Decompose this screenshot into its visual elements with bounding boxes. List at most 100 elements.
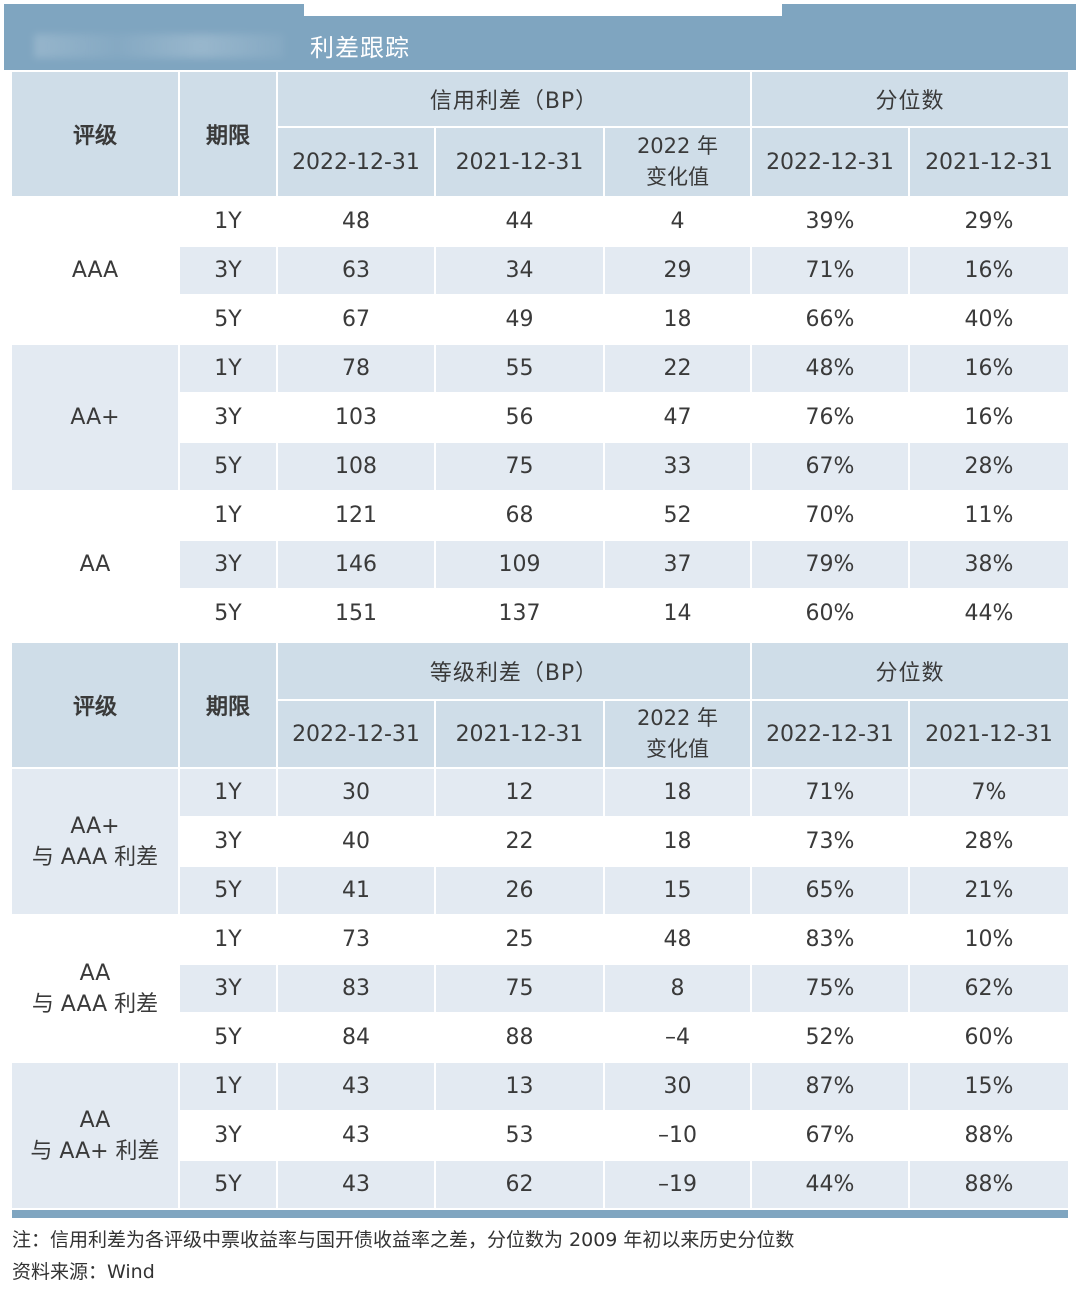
header-percentile: 分位数 (752, 72, 1068, 128)
header-pct-2022: 2022-12-31 (752, 701, 910, 769)
spread-change: 29 (605, 247, 752, 296)
table-bottom-rule (12, 1210, 1068, 1218)
header-date-2021: 2021-12-31 (436, 128, 605, 198)
pct-2021: 28% (910, 818, 1068, 867)
term-cell: 3Y (180, 247, 278, 296)
header-date-2022: 2022-12-31 (278, 701, 436, 769)
header-change: 2022 年变化值 (605, 701, 752, 769)
spread-change: 22 (605, 345, 752, 394)
spread-2022: 41 (278, 867, 436, 916)
term-cell: 1Y (180, 345, 278, 394)
rating-line1: AA (79, 1107, 111, 1133)
spread-change: 8 (605, 965, 752, 1014)
pct-2022: 67% (752, 443, 910, 492)
term-cell: 5Y (180, 443, 278, 492)
obscured-title-prefix (34, 34, 284, 58)
rating-cell: AA 与 AAA 利差 (12, 916, 180, 1063)
spread-2022: 121 (278, 492, 436, 541)
spread-change: 15 (605, 867, 752, 916)
spread-2022: 78 (278, 345, 436, 394)
spread-2022: 43 (278, 1161, 436, 1210)
table-row: AA+ 1Y 78 55 22 48% 16% (12, 345, 1068, 492)
spread-2022: 73 (278, 916, 436, 965)
rating-cell: AA+ (12, 345, 180, 492)
term-cell: 5Y (180, 867, 278, 916)
pct-2022: 65% (752, 867, 910, 916)
table-row: AA 与 AA+ 利差 1Y 43 13 30 87% 15% (12, 1063, 1068, 1210)
header-pct-2021: 2021-12-31 (910, 128, 1068, 198)
table-row: 5Y 41 26 15 65% 21% (12, 867, 1068, 916)
rating-cell: AA (12, 492, 180, 639)
table-row: 3Y 63 34 29 71% 16% (12, 247, 1068, 296)
header-credit-spread: 信用利差（BP） (278, 72, 752, 128)
spread-2021: 62 (436, 1161, 605, 1210)
spread-2022: 84 (278, 1014, 436, 1063)
table-row: 5Y 108 75 33 67% 28% (12, 443, 1068, 492)
spread-2021: 53 (436, 1112, 605, 1161)
spread-2022: 83 (278, 965, 436, 1014)
term-cell: 1Y (180, 492, 278, 541)
rating-cell: AA+ 与 AAA 利差 (12, 769, 180, 916)
header-percentile: 分位数 (752, 643, 1068, 701)
pct-2022: 70% (752, 492, 910, 541)
rating-line2: 与 AA+ 利差 (30, 1138, 160, 1164)
table-row: 3Y 83 75 8 75% 62% (12, 965, 1068, 1014)
spread-2021: 44 (436, 198, 605, 247)
pct-2021: 7% (910, 769, 1068, 818)
spread-change: 14 (605, 590, 752, 639)
pct-2021: 62% (910, 965, 1068, 1014)
table-row: 5Y 67 49 18 66% 40% (12, 296, 1068, 345)
title-bar: 利差跟踪 (4, 4, 1076, 70)
pct-2022: 75% (752, 965, 910, 1014)
spread-change: 18 (605, 769, 752, 818)
spread-2022: 63 (278, 247, 436, 296)
term-cell: 3Y (180, 1112, 278, 1161)
spread-change: 18 (605, 818, 752, 867)
rating-line2: 与 AAA 利差 (31, 991, 159, 1017)
pct-2021: 21% (910, 867, 1068, 916)
rating-line1: AA+ (70, 813, 120, 839)
pct-2022: 79% (752, 541, 910, 590)
header-rating-spread: 等级利差（BP） (278, 643, 752, 701)
title-notch (304, 4, 782, 16)
spread-2022: 40 (278, 818, 436, 867)
source-note: 资料来源：Wind (12, 1261, 155, 1283)
pct-2021: 88% (910, 1112, 1068, 1161)
pct-2022: 67% (752, 1112, 910, 1161)
spread-change: 48 (605, 916, 752, 965)
spread-change: 52 (605, 492, 752, 541)
spread-change: 37 (605, 541, 752, 590)
header-pct-2021: 2021-12-31 (910, 701, 1068, 769)
pct-2022: 73% (752, 818, 910, 867)
pct-2022: 71% (752, 247, 910, 296)
spread-2021: 75 (436, 965, 605, 1014)
spread-change: 4 (605, 198, 752, 247)
spread-2021: 49 (436, 296, 605, 345)
spread-2021: 25 (436, 916, 605, 965)
table-row: AA 1Y 121 68 52 70% 11% (12, 492, 1068, 639)
spread-2021: 56 (436, 394, 605, 443)
credit-spread-table: 评级 期限 信用利差（BP） 分位数 2022-12-31 2021-12-31… (12, 72, 1068, 639)
table-row: 5Y 43 62 –19 44% 88% (12, 1161, 1068, 1210)
term-cell: 1Y (180, 198, 278, 247)
table-row: 5Y 84 88 –4 52% 60% (12, 1014, 1068, 1063)
header-change-line1: 2022 年 (636, 706, 719, 730)
spread-change: –4 (605, 1014, 752, 1063)
table-row: 3Y 40 22 18 73% 28% (12, 818, 1068, 867)
header-change-line2: 变化值 (646, 737, 709, 761)
term-cell: 3Y (180, 541, 278, 590)
pct-2021: 60% (910, 1014, 1068, 1063)
term-cell: 5Y (180, 1014, 278, 1063)
header-change-line2: 变化值 (646, 165, 709, 189)
pct-2022: 76% (752, 394, 910, 443)
term-cell: 3Y (180, 818, 278, 867)
pct-2021: 15% (910, 1063, 1068, 1112)
pct-2022: 87% (752, 1063, 910, 1112)
spread-2022: 146 (278, 541, 436, 590)
spread-2021: 137 (436, 590, 605, 639)
spread-2021: 75 (436, 443, 605, 492)
pct-2021: 38% (910, 541, 1068, 590)
table-row: AAA 1Y 48 44 4 39% 29% (12, 198, 1068, 345)
rating-cell: AA 与 AA+ 利差 (12, 1063, 180, 1210)
pct-2021: 16% (910, 394, 1068, 443)
